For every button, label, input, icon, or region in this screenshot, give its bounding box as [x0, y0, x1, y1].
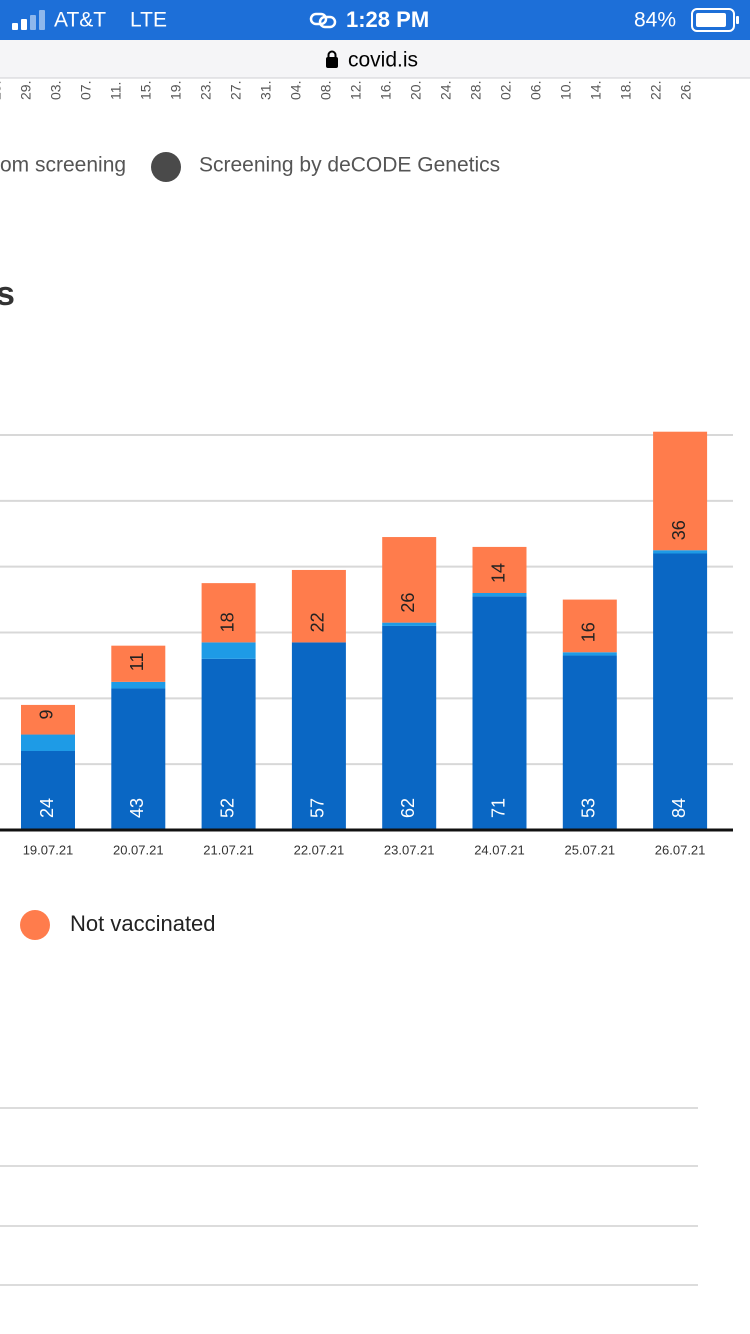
data-label: 84	[669, 798, 689, 818]
signal-icon	[12, 10, 45, 30]
link-icon	[309, 12, 337, 29]
battery-percent: 84%	[634, 9, 676, 32]
bar-segment	[472, 593, 527, 597]
data-label: 18	[217, 612, 237, 632]
x-tick-label: 23.07.21	[384, 842, 435, 857]
bottom-chart-grid	[0, 1107, 698, 1286]
bar-segment	[21, 704, 75, 735]
legend-marker	[151, 152, 181, 182]
top-x-tick-label: 07.	[78, 81, 94, 100]
bar-segment	[382, 537, 437, 623]
network: LTE	[130, 9, 167, 32]
x-tick-label: 25.07.21	[564, 842, 615, 857]
top-x-tick-label: 22.	[648, 81, 664, 100]
data-label: 62	[398, 798, 418, 818]
top-x-tick-label: 20.	[408, 81, 424, 100]
bar-segment	[201, 658, 256, 830]
carrier: AT&T	[54, 9, 106, 32]
bar-segment	[472, 546, 527, 593]
bar-segment	[111, 688, 166, 830]
bar-segment	[562, 652, 617, 656]
data-label: 52	[217, 798, 237, 818]
address-bar	[0, 40, 750, 78]
top-x-tick-label: 03.	[48, 81, 64, 100]
legend-marker	[20, 910, 50, 940]
top-x-tick-label: 31.	[258, 81, 274, 100]
legend-label: Not vaccinated	[70, 911, 216, 936]
top-x-tick-label: 02.	[498, 81, 514, 100]
top-x-tick-label: 28.	[468, 81, 484, 100]
bar-segment	[472, 596, 527, 830]
top-x-tick-label: 24.	[438, 81, 454, 100]
bar-segment	[653, 550, 708, 554]
top-x-tick-label: 19.	[168, 81, 184, 100]
top-x-tick-label: 14.	[588, 81, 604, 100]
bar-segment	[291, 569, 346, 643]
bar-segment	[291, 642, 346, 830]
data-label: 22	[308, 612, 328, 632]
top-x-tick-label: 29.	[18, 81, 34, 100]
bar-segment	[562, 655, 617, 830]
data-label: 11	[127, 653, 147, 672]
bar-segment	[653, 553, 708, 830]
x-tick-label: 20.07.21	[113, 842, 164, 857]
legend-label: om screening	[0, 154, 126, 177]
chart-title: s	[0, 275, 15, 313]
x-tick-label: 21.07.21	[203, 842, 254, 857]
top-x-tick-label: 25.	[0, 81, 4, 100]
x-tick-label: 24.07.21	[474, 842, 525, 857]
bar-segment	[21, 734, 75, 751]
x-tick-label: 22.07.21	[294, 842, 345, 857]
page-content: 25. 29. 03. 07. 11. 15. 19. 23. 27. 31. 04. 08. 12. 1…	[0, 81, 733, 940]
status-bar	[0, 0, 750, 40]
data-label: 36	[669, 520, 689, 540]
top-x-tick-label: 23.	[198, 81, 214, 100]
data-label: 16	[579, 622, 599, 642]
top-x-tick-label: 04.	[288, 81, 304, 100]
data-label: 26	[398, 593, 418, 613]
top-x-tick-label: 12.	[348, 81, 364, 100]
legend-label: Screening by deCODE Genetics	[199, 154, 500, 177]
bar-segment	[111, 645, 166, 682]
bar-segment	[21, 751, 75, 830]
data-label: 43	[127, 798, 147, 818]
battery-icon	[691, 8, 739, 32]
data-label: 9	[37, 710, 57, 720]
data-label: 14	[488, 563, 508, 583]
bar-segment	[382, 625, 437, 830]
top-x-tick-label: 10.	[558, 81, 574, 100]
data-label: 57	[308, 798, 328, 818]
url[interactable]: covid.is	[348, 49, 418, 72]
bar-segment	[562, 599, 617, 653]
top-x-tick-label: 15.	[138, 81, 154, 100]
data-label: 53	[579, 798, 599, 818]
bar-segment	[111, 681, 166, 689]
top-x-tick-label: 26.	[678, 81, 694, 100]
x-tick-label: 26.07.21	[655, 842, 706, 857]
lock-icon	[326, 50, 338, 68]
x-tick-label: 19.07.21	[23, 842, 74, 857]
bar-segment	[382, 622, 437, 626]
top-x-tick-label: 08.	[318, 81, 334, 100]
top-x-tick-label: 11.	[108, 82, 124, 100]
bar-segment	[201, 583, 256, 643]
data-label: 71	[488, 798, 508, 818]
data-label: 24	[37, 798, 57, 818]
time: 1:28 PM	[346, 7, 429, 32]
bar-segment	[653, 431, 708, 551]
top-x-tick-label: 16.	[378, 81, 394, 100]
top-x-tick-label: 27.	[228, 81, 244, 100]
top-x-tick-label: 18.	[618, 81, 634, 100]
top-x-tick-label: 06.	[528, 81, 544, 100]
bar-segment	[201, 642, 256, 659]
